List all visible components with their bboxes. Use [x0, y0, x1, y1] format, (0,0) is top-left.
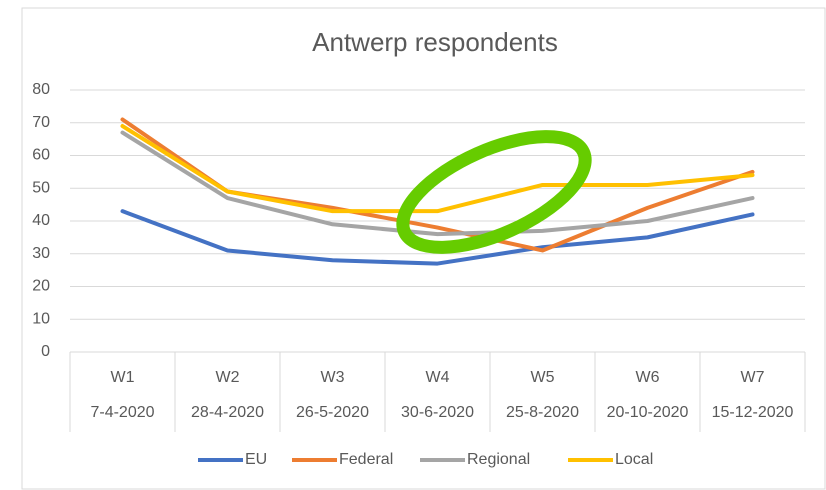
x-subtick-label: 7-4-2020: [90, 404, 154, 421]
x-subtick-label: 28-4-2020: [191, 404, 264, 421]
legend-label: Federal: [339, 451, 393, 468]
y-tick-label: 80: [32, 81, 50, 98]
x-tick-label: W5: [531, 369, 555, 386]
y-tick-label: 70: [32, 114, 50, 131]
x-subtick-label: 20-10-2020: [607, 404, 689, 421]
x-tick-label: W7: [741, 369, 765, 386]
y-tick-label: 20: [32, 278, 50, 295]
legend-label: Regional: [467, 451, 530, 468]
series-line: [120, 209, 755, 266]
chart-title: Antwerp respondents: [312, 27, 558, 57]
x-subtick-label: 30-6-2020: [401, 404, 474, 421]
y-tick-label: 40: [32, 212, 50, 229]
x-subtick-label: 25-8-2020: [506, 404, 579, 421]
plot-area: 0 10 20 30 40 50 60 70 80 W1 7-4-2020 W2 28-4-2020 W3…: [32, 81, 806, 468]
y-tick-label: 60: [32, 147, 50, 164]
legend-label: EU: [245, 451, 267, 468]
x-tick-label: W3: [321, 369, 345, 386]
x-subtick-label: 26-5-2020: [296, 404, 369, 421]
y-tick-label: 50: [32, 179, 50, 196]
x-tick-label: W6: [636, 369, 660, 386]
series-line: [120, 130, 755, 237]
legend-label: Local: [615, 451, 653, 468]
y-tick-label: 0: [41, 343, 50, 360]
x-subtick-label: 15-12-2020: [712, 404, 794, 421]
highlight-circle: [396, 130, 592, 254]
x-tick-label: W2: [216, 369, 240, 386]
x-tick-label: W1: [111, 369, 135, 386]
y-tick-label: 30: [32, 245, 50, 262]
y-tick-label: 10: [32, 310, 50, 327]
x-tick-label: W4: [426, 369, 450, 386]
series-line: [120, 124, 755, 214]
